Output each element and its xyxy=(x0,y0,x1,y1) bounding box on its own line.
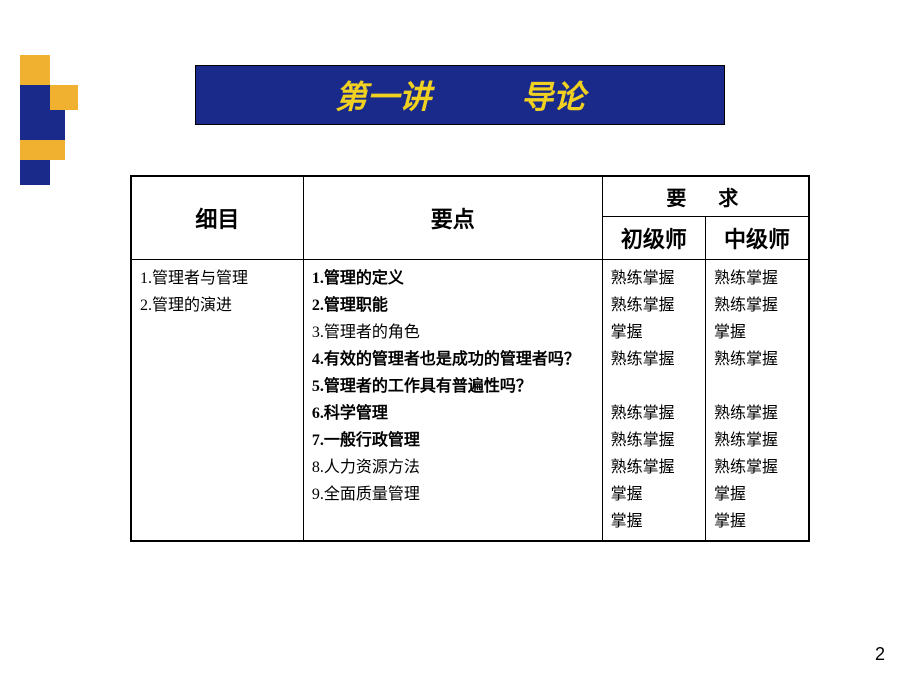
junior-item: 熟练掌握 xyxy=(611,400,697,427)
junior-item: 掌握 xyxy=(611,508,697,535)
junior-item: 熟练掌握 xyxy=(611,427,697,454)
intermediate-item: 掌握 xyxy=(714,481,800,508)
header-requirement: 要 求 xyxy=(602,176,809,217)
point-item: 3.管理者的角色 xyxy=(312,319,594,346)
point-item: 7.一般行政管理 xyxy=(312,427,594,454)
point-item: 9.全面质量管理 xyxy=(312,481,594,508)
junior-item: 熟练掌握 xyxy=(611,292,697,319)
header-intermediate: 中级师 xyxy=(706,217,809,260)
header-detail: 细目 xyxy=(131,176,303,260)
title-right: 导论 xyxy=(521,72,585,118)
junior-item: 熟练掌握 xyxy=(611,265,697,292)
detail-item: 2.管理的演进 xyxy=(140,292,295,319)
intermediate-item: 掌握 xyxy=(714,508,800,535)
points-cell: 1.管理的定义2.管理职能3.管理者的角色4.有效的管理者也是成功的管理者吗？5… xyxy=(303,260,602,542)
point-item: 8.人力资源方法 xyxy=(312,454,594,481)
junior-item xyxy=(611,373,697,400)
intermediate-item: 掌握 xyxy=(714,319,800,346)
point-item: 5.管理者的工作具有普遍性吗？ xyxy=(312,373,594,400)
junior-cell: 熟练掌握熟练掌握掌握熟练掌握 熟练掌握熟练掌握熟练掌握掌握掌握 xyxy=(602,260,705,542)
header-junior: 初级师 xyxy=(602,217,705,260)
point-item: 4.有效的管理者也是成功的管理者吗？ xyxy=(312,346,594,373)
intermediate-item: 熟练掌握 xyxy=(714,400,800,427)
page-number: 2 xyxy=(875,644,885,665)
content-table: 细目 要点 要 求 初级师 中级师 1.管理者与管理2.管理的演进 1.管理的定… xyxy=(130,175,810,542)
title-left: 第一讲 xyxy=(335,72,431,118)
point-item: 6.科学管理 xyxy=(312,400,594,427)
detail-item: 1.管理者与管理 xyxy=(140,265,295,292)
header-points: 要点 xyxy=(303,176,602,260)
junior-item: 熟练掌握 xyxy=(611,454,697,481)
intermediate-item: 熟练掌握 xyxy=(714,427,800,454)
junior-item: 掌握 xyxy=(611,319,697,346)
junior-item: 掌握 xyxy=(611,481,697,508)
detail-cell: 1.管理者与管理2.管理的演进 xyxy=(131,260,303,542)
point-item: 2.管理职能 xyxy=(312,292,594,319)
title-banner: 第一讲 导论 xyxy=(195,65,725,125)
intermediate-item: 熟练掌握 xyxy=(714,265,800,292)
intermediate-item: 熟练掌握 xyxy=(714,292,800,319)
intermediate-item xyxy=(714,373,800,400)
point-item: 1.管理的定义 xyxy=(312,265,594,292)
intermediate-item: 熟练掌握 xyxy=(714,454,800,481)
intermediate-item: 熟练掌握 xyxy=(714,346,800,373)
junior-item: 熟练掌握 xyxy=(611,346,697,373)
corner-decoration xyxy=(20,55,90,185)
intermediate-cell: 熟练掌握熟练掌握掌握熟练掌握 熟练掌握熟练掌握熟练掌握掌握掌握 xyxy=(706,260,809,542)
